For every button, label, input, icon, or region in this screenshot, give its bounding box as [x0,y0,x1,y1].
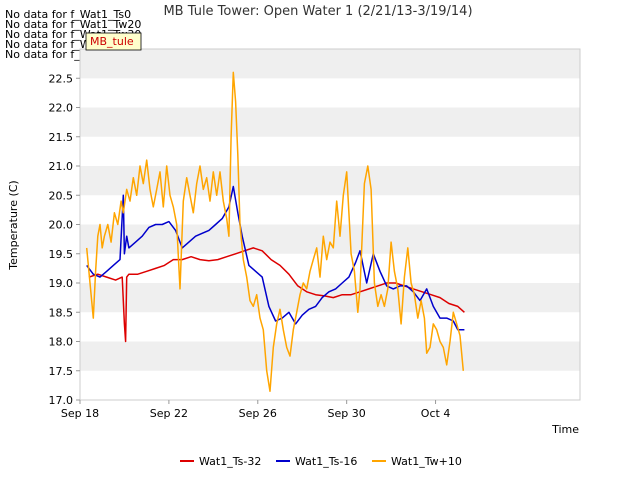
y-tick-label: 19.0 [49,277,74,290]
x-tick-label: Sep 30 [328,407,366,420]
series-lines [85,71,465,392]
y-tick-label: 21.5 [49,131,74,144]
no-data-message: No data for f_Wat1_Ts0 [5,8,132,21]
x-tick-label: Oct 4 [421,407,451,420]
chart-title: MB Tule Tower: Open Water 1 (2/21/13-3/1… [163,4,472,19]
tooltip-box [85,32,142,51]
grid-band [80,224,580,254]
grid-band [80,166,580,196]
y-tick-label: 22.5 [49,72,74,85]
y-tick-label: 18.0 [49,336,74,349]
no-data-message: No data for f_Wat1_Tw20 [5,18,142,31]
x-tick-label: Sep 22 [150,407,188,420]
x-tick-label: Sep 26 [239,407,277,420]
y-tick-label: 19.5 [49,248,74,261]
series-line-Wat1_Ts-32 [88,247,465,343]
y-tick-label: 22.0 [49,102,74,115]
grid-band [80,49,580,79]
grid-band [80,107,580,137]
series-line-Wat1_Ts-16 [86,185,465,331]
legend: Wat1_Ts-32 Wat1_Ts-16 Wat1_Tw+10 [180,455,462,468]
no-data-message: No data for f_Wat1_Tw40 [5,38,142,51]
y-tick-label: 18.5 [49,306,74,319]
x-axis-ticks: Sep 18 Sep 22 Sep 26 Sep 30 Oct 4 [61,400,450,420]
y-tick-label: 17.0 [49,394,74,407]
x-tick-label: Sep 18 [61,407,99,420]
grid-bands [80,49,580,371]
grid-band [80,341,580,371]
legend-label: Wat1_Ts-16 [295,455,357,468]
y-tick-label: 20.0 [49,219,74,232]
y-axis-ticks: 17.0 17.5 18.0 18.5 19.0 19.5 20.0 20.5 21.0 21.5… [49,72,80,407]
tooltip-label: MB_tule [90,35,134,48]
y-tick-label: 20.5 [49,189,74,202]
x-axis-label: Time [551,423,579,436]
no-data-message: No data for f_Wat1_Tw50 [5,48,142,61]
y-tick-label: 21.0 [49,160,74,173]
legend-label: Wat1_Tw+10 [391,455,462,468]
y-axis-label: Temperature (C) [7,180,20,270]
series-line-Wat1_Tw+10 [85,71,465,392]
y-tick-label: 17.5 [49,365,74,378]
legend-label: Wat1_Ts-32 [199,455,261,468]
tooltip: MB_tule [85,32,142,51]
no-data-message: No data for f_Wat1_Tw30 [5,28,142,41]
